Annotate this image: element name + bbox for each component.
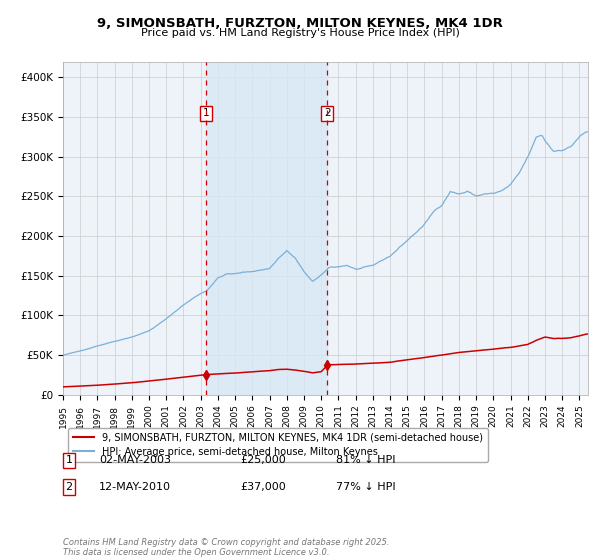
Text: Price paid vs. HM Land Registry's House Price Index (HPI): Price paid vs. HM Land Registry's House … — [140, 28, 460, 38]
Text: 81% ↓ HPI: 81% ↓ HPI — [336, 455, 395, 465]
Text: Contains HM Land Registry data © Crown copyright and database right 2025.
This d: Contains HM Land Registry data © Crown c… — [63, 538, 389, 557]
Text: 9, SIMONSBATH, FURZTON, MILTON KEYNES, MK4 1DR: 9, SIMONSBATH, FURZTON, MILTON KEYNES, M… — [97, 17, 503, 30]
Text: 77% ↓ HPI: 77% ↓ HPI — [336, 482, 395, 492]
Bar — [206, 62, 328, 395]
Text: 02-MAY-2003: 02-MAY-2003 — [99, 455, 171, 465]
Text: 2: 2 — [65, 482, 73, 492]
Text: £37,000: £37,000 — [240, 482, 286, 492]
Text: £25,000: £25,000 — [240, 455, 286, 465]
Text: 1: 1 — [203, 108, 209, 118]
Legend: 9, SIMONSBATH, FURZTON, MILTON KEYNES, MK4 1DR (semi-detached house), HPI: Avera: 9, SIMONSBATH, FURZTON, MILTON KEYNES, M… — [68, 428, 488, 461]
Text: 12-MAY-2010: 12-MAY-2010 — [99, 482, 171, 492]
Text: 1: 1 — [65, 455, 73, 465]
Text: 2: 2 — [324, 108, 331, 118]
